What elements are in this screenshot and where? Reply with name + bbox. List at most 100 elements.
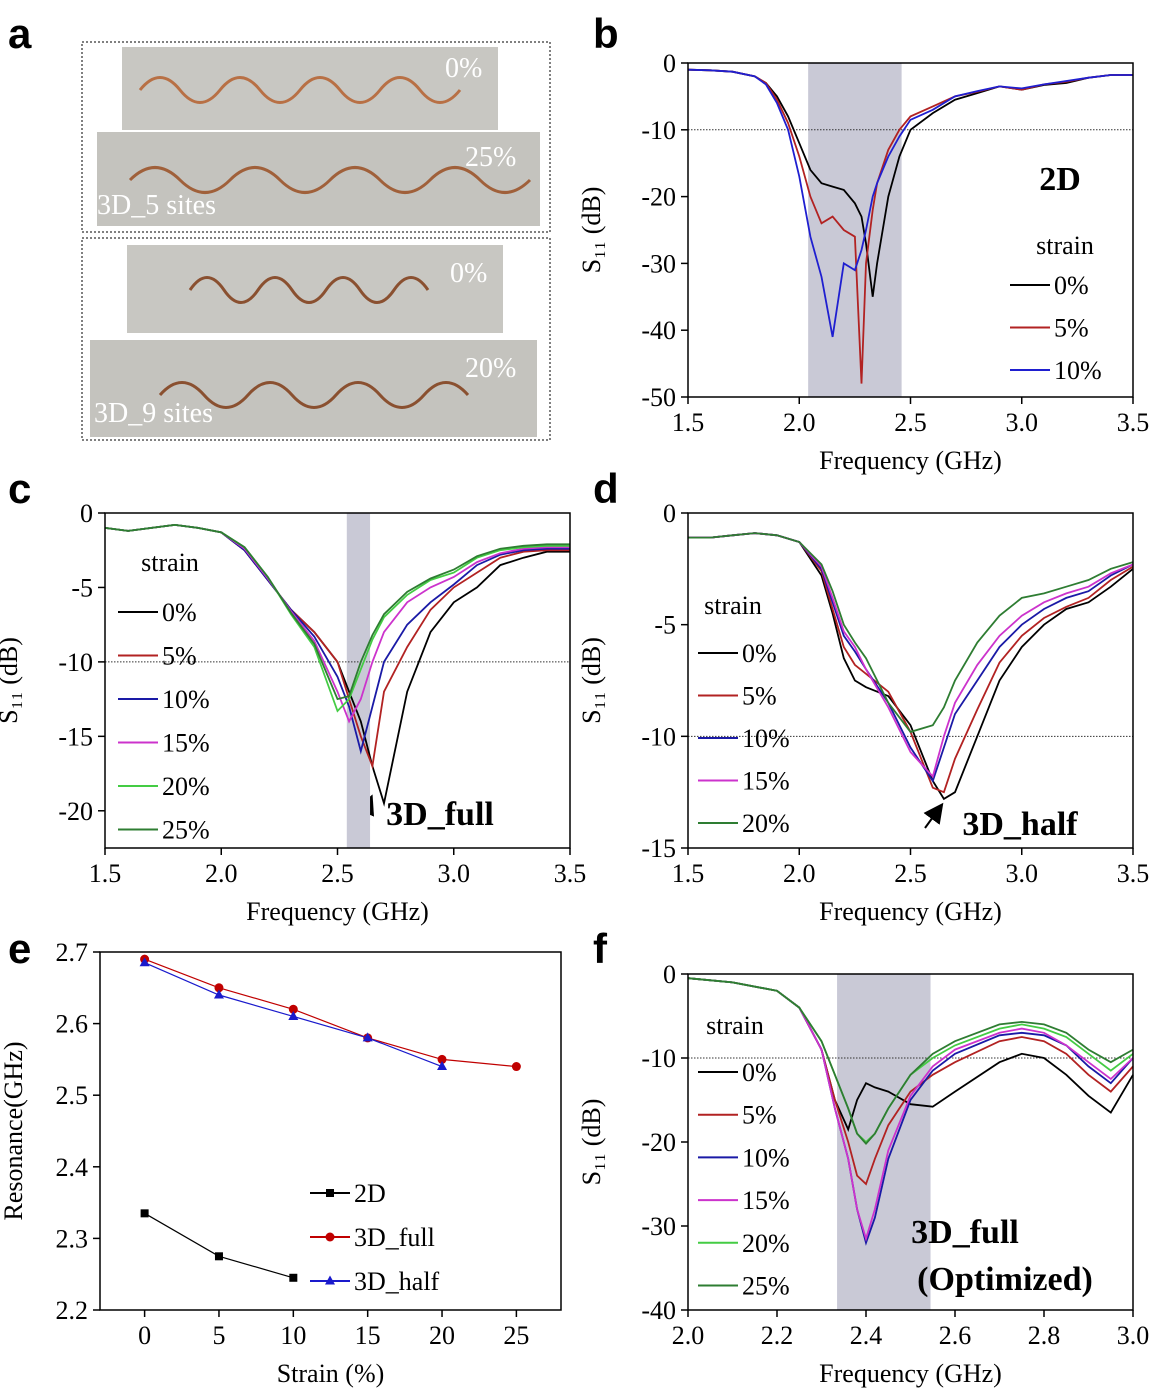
marker <box>213 989 224 999</box>
chart-panel: f 2.0 2.2 2.4 2.6 2.8 3.0 -40 -30 -20 -10 0 Frequenc… <box>577 925 1149 1388</box>
plot-frame <box>687 62 1134 398</box>
marker <box>511 1062 521 1072</box>
plot-frame <box>687 973 1134 1311</box>
legend-label: 3D_full <box>354 1223 435 1252</box>
x-tick-label: 3.0 <box>1006 859 1039 888</box>
legend-label: 5% <box>742 682 777 711</box>
legend-label: 0% <box>742 639 777 668</box>
marker <box>289 1273 298 1282</box>
legend-label: 20% <box>162 772 210 801</box>
x-tick-label: 20 <box>429 1321 455 1350</box>
x-tick-label: 1.5 <box>672 408 705 437</box>
x-tick-label: 3.0 <box>438 859 471 888</box>
y-axis-label: Resonance(GHz) <box>0 1041 28 1220</box>
panel-label: e <box>8 925 31 972</box>
x-tick-label: 1.5 <box>672 859 705 888</box>
y-tick-label: 0 <box>663 49 676 78</box>
marker <box>288 1004 298 1014</box>
x-tick-label: 10 <box>280 1321 306 1350</box>
plot-frame <box>99 951 562 1311</box>
antenna <box>138 76 462 104</box>
legend-label: 15% <box>742 1186 790 1215</box>
photo <box>127 245 503 333</box>
shaded-band <box>837 974 931 1310</box>
legend-label: 0% <box>1054 271 1089 300</box>
legend-label: 20% <box>742 809 790 838</box>
x-tick-label: 2.0 <box>672 1321 705 1350</box>
legend-label: 10% <box>742 1143 790 1172</box>
plot-frame <box>687 512 1134 849</box>
panel-label: a <box>8 10 32 57</box>
legend-title: strain <box>706 1011 764 1040</box>
series-line <box>687 977 1134 1242</box>
chart-panel: b 1.5 2.0 2.5 3.0 3.5 -50 -40 -30 -20 -10 0 Frequenc… <box>577 10 1149 475</box>
y-tick-label: -20 <box>641 1128 676 1157</box>
x-tick-label: 2.4 <box>850 1321 883 1350</box>
x-tick-label: 3.5 <box>1117 408 1150 437</box>
x-tick-label: 2.5 <box>894 408 927 437</box>
legend-label: 15% <box>742 767 790 796</box>
chart-panel: d 1.5 2.0 2.5 3.0 3.5 -15 -10 -5 0 Frequency (GHz)… <box>577 465 1149 926</box>
y-axis-label: S₁₁ (dB) <box>577 1099 606 1186</box>
y-tick-label: 0 <box>663 499 676 528</box>
marker <box>437 1054 447 1064</box>
legend-title: strain <box>141 548 199 577</box>
marker <box>325 1232 335 1242</box>
series-line <box>687 68 1133 384</box>
legend-label: 2D <box>354 1179 386 1208</box>
y-tick-label: -10 <box>641 722 676 751</box>
photo-group: 0% 20% 3D_9 sites <box>81 237 551 441</box>
x-tick-label: 2.8 <box>1028 1321 1061 1350</box>
y-tick-label: -5 <box>71 573 93 602</box>
marker <box>214 1252 223 1261</box>
series-line <box>687 68 1133 338</box>
y-tick-label: -15 <box>641 834 676 863</box>
legend-title: strain <box>704 591 762 620</box>
shaded-band <box>346 513 371 848</box>
y-axis-label: S₁₁ (dB) <box>577 187 606 274</box>
photo-frame <box>81 237 551 441</box>
legend-title: strain <box>1036 231 1094 260</box>
x-tick-label: 2.5 <box>321 859 354 888</box>
x-axis-label: Strain (%) <box>277 1359 385 1388</box>
x-tick-label: 2.2 <box>761 1321 794 1350</box>
y-tick-label: -10 <box>641 116 676 145</box>
y-axis-label: S₁₁ (dB) <box>0 637 23 724</box>
marker <box>325 1275 335 1285</box>
annotation: 3D_full <box>911 1214 1019 1251</box>
legend-label: 5% <box>742 1101 777 1130</box>
x-axis-label: Frequency (GHz) <box>819 1359 1002 1388</box>
legend-label: 3D_half <box>354 1267 440 1296</box>
photo <box>97 132 540 226</box>
legend-label: 25% <box>742 1272 790 1301</box>
annotation: (Optimized) <box>917 1261 1093 1298</box>
x-tick-label: 3.5 <box>554 859 587 888</box>
photo-group: 0% 25% 3D_5 sites <box>81 41 551 233</box>
panel-label: c <box>8 465 31 512</box>
legend-label: 0% <box>742 1058 777 1087</box>
y-tick-label: -10 <box>641 1044 676 1073</box>
sample-label: 3D_9 sites <box>94 398 213 429</box>
panel-label: b <box>593 10 619 57</box>
legend-label: 5% <box>162 642 197 671</box>
x-tick-label: 2.5 <box>894 859 927 888</box>
x-tick-label: 2.0 <box>783 859 816 888</box>
x-tick-label: 2.6 <box>939 1321 972 1350</box>
x-tick-label: 1.5 <box>89 859 122 888</box>
x-tick-label: 15 <box>355 1321 381 1350</box>
antenna <box>128 166 532 194</box>
arrow <box>923 802 944 829</box>
photo-label: 25% <box>465 142 516 173</box>
x-tick-label: 3.0 <box>1006 408 1039 437</box>
x-tick-label: 3.5 <box>1117 859 1150 888</box>
chart-panel: c 1.5 2.0 2.5 3.0 3.5 -20 -15 -10 -5 0 Frequency (G… <box>0 465 586 926</box>
series-line <box>687 977 1134 1146</box>
y-tick-label: 2.7 <box>56 938 89 967</box>
marker <box>214 983 224 993</box>
y-tick-label: -10 <box>58 648 93 677</box>
marker <box>362 1032 373 1042</box>
y-tick-label: -40 <box>641 316 676 345</box>
legend-label: 10% <box>162 685 210 714</box>
marker <box>140 1209 149 1218</box>
